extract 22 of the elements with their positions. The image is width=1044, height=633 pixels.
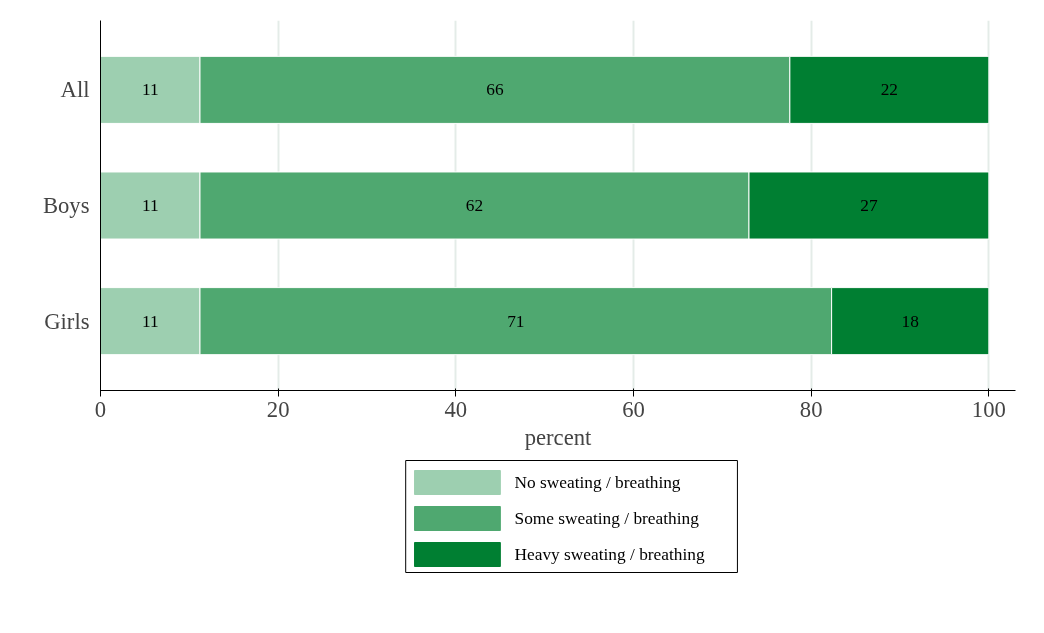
data-label: 71 xyxy=(507,311,525,331)
x-tick-label: 80 xyxy=(799,396,823,422)
y-tick-label: Girls xyxy=(44,308,90,334)
x-tick-label: 0 xyxy=(94,396,107,422)
x-tick-label: 40 xyxy=(444,396,468,422)
data-label: 62 xyxy=(465,196,484,215)
data-label: 11 xyxy=(141,196,159,215)
x-tick-label: 60 xyxy=(622,396,645,422)
data-label: 66 xyxy=(486,80,504,100)
x-axis-title: percent xyxy=(524,424,593,450)
data-label: 11 xyxy=(141,311,159,331)
data-label: 27 xyxy=(860,196,878,215)
legend-label: No sweating / breathing xyxy=(514,473,681,492)
y-tick-label: Boys xyxy=(42,193,90,218)
data-label: 18 xyxy=(901,311,919,331)
x-tick-label: 20 xyxy=(266,396,290,422)
y-tick-label: All xyxy=(60,77,90,103)
x-tick-label: 100 xyxy=(971,396,1006,422)
data-label: 11 xyxy=(141,80,159,100)
legend-label: Heavy sweating / breathing xyxy=(514,545,705,564)
legend-label: Some sweating / breathing xyxy=(514,509,700,528)
data-label: 22 xyxy=(880,80,899,100)
